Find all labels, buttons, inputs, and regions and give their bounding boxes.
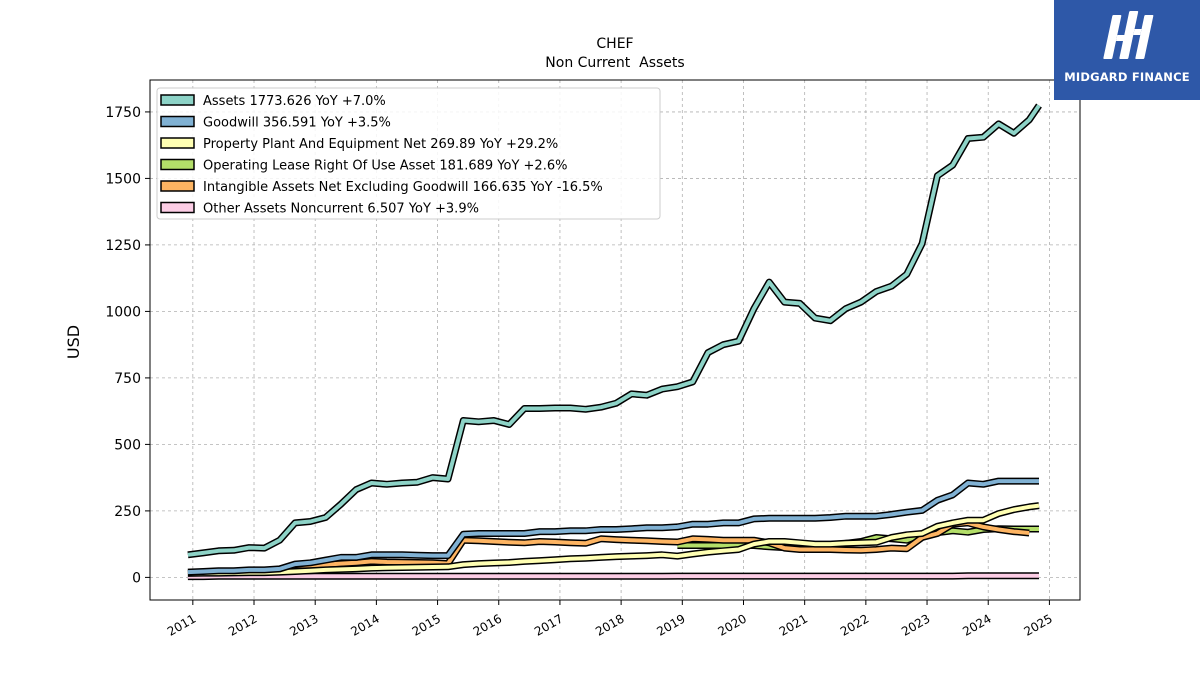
x-tick-label: 2012 (226, 611, 259, 638)
brand-logo: MIDGARD FINANCE (1054, 0, 1200, 100)
x-tick-label: 2021 (777, 611, 810, 638)
legend-label: Goodwill 356.591 YoY +3.5% (203, 116, 391, 131)
x-tick-label: 2011 (165, 611, 198, 638)
series-line (187, 573, 1040, 579)
plot-frame (149, 79, 1081, 601)
chart-title: CHEF (596, 36, 633, 52)
legend-label: Assets 1773.626 YoY +7.0% (203, 94, 386, 109)
series-line (187, 479, 1039, 575)
legend-swatch (160, 94, 195, 106)
legend-label: Property Plant And Equipment Net 269.89 … (203, 137, 558, 152)
x-tick-label: 2025 (1021, 611, 1054, 638)
x-tick-label: 2024 (960, 611, 993, 638)
y-tick-label: 0 (132, 570, 141, 586)
series-line (187, 104, 1041, 557)
x-tick-label: 2016 (471, 611, 504, 638)
x-tick-label: 2022 (838, 611, 871, 638)
series-line (187, 503, 1040, 576)
series-line (278, 520, 1030, 574)
chart-subtitle: Non Current Assets (545, 55, 684, 71)
x-tick-label: 2013 (287, 611, 320, 638)
legend-label: Other Assets Noncurrent 6.507 YoY +3.9% (203, 202, 479, 217)
legend-label: Operating Lease Right Of Use Asset 181.6… (203, 159, 567, 174)
legend: Assets 1773.626 YoY +7.0% Goodwill 356.59… (156, 87, 661, 220)
x-tick-label: 2019 (654, 611, 687, 638)
legend-swatch (160, 158, 195, 171)
y-axis: 0 250 500 750 1000 1250 1500 1750 (105, 105, 150, 586)
x-tick-label: 2017 (532, 611, 565, 638)
legend-swatch (160, 137, 195, 149)
series-layer (187, 103, 1042, 581)
x-tick-label: 2018 (593, 611, 626, 638)
x-tick-label: 2023 (899, 611, 932, 638)
y-tick-label: 250 (114, 504, 141, 520)
x-tick-label: 2015 (410, 611, 443, 638)
x-axis: 2011 2012 2013 2014 2015 2016 2017 2018 2019 2020… (165, 600, 1055, 639)
legend-label: Intangible Assets Net Excluding Goodwill… (203, 180, 603, 195)
y-tick-label: 1500 (105, 171, 141, 187)
legend-swatch (160, 180, 195, 192)
x-tick-label: 2014 (348, 611, 381, 638)
legend-box (156, 87, 661, 220)
y-tick-label: 1750 (105, 105, 141, 121)
y-axis-label: USD (64, 325, 83, 359)
y-tick-label: 1250 (105, 238, 141, 254)
legend-swatch (160, 201, 195, 214)
midgard-logo-icon (1103, 11, 1154, 59)
legend-swatch (160, 115, 195, 128)
brand-name: MIDGARD FINANCE (1064, 70, 1190, 84)
y-tick-label: 500 (114, 437, 141, 453)
x-tick-label: 2020 (716, 611, 749, 638)
y-tick-label: 1000 (105, 304, 141, 320)
y-tick-label: 750 (114, 371, 141, 387)
